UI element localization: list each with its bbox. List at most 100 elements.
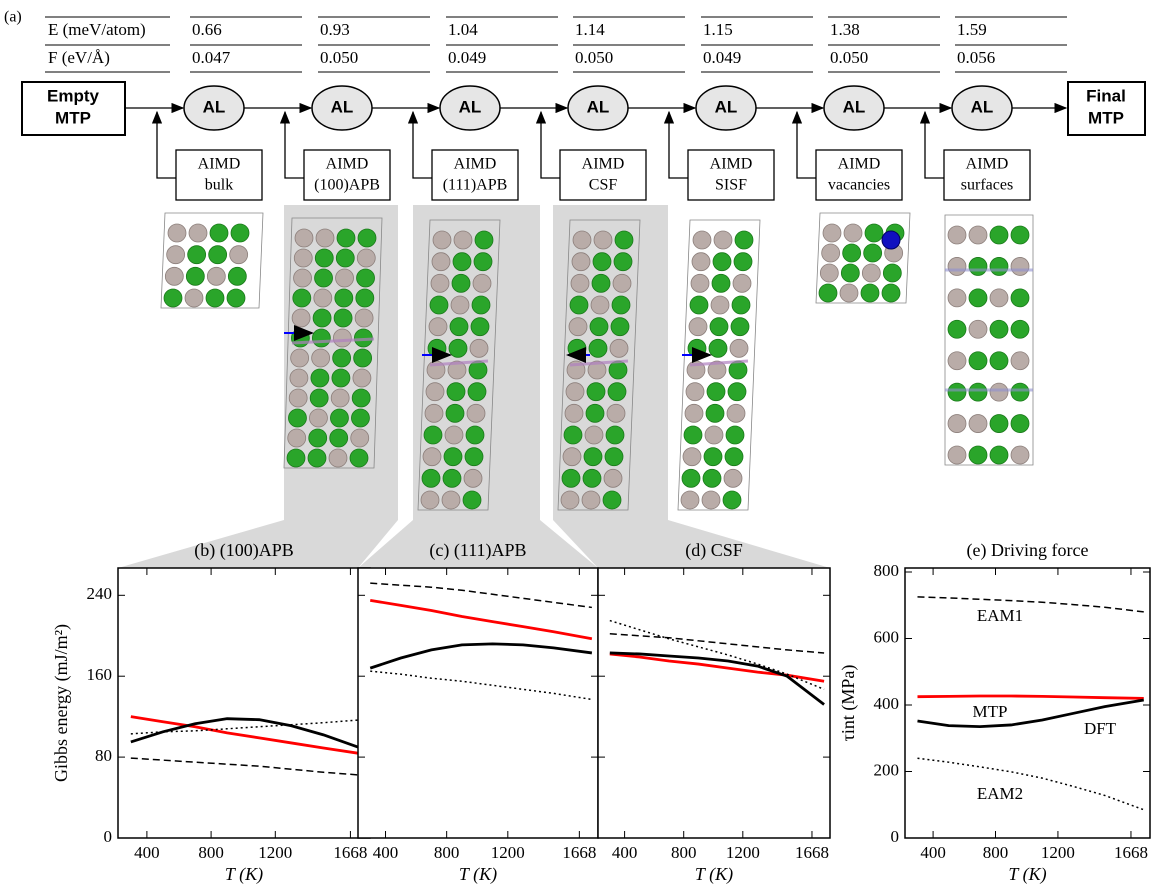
atom [615,231,633,249]
atom [731,318,749,336]
atom [710,318,728,336]
atom [691,274,709,292]
atom [686,383,704,401]
x-tick-label: 400 [373,843,399,862]
atom [569,318,587,336]
atom [295,229,313,247]
atom [357,269,375,287]
atom [331,389,349,407]
input-label: AIMD [710,156,753,173]
atom [352,389,370,407]
atom [587,383,605,401]
atom [690,296,708,314]
table-cell: 0.050 [320,48,358,67]
atom [336,269,354,287]
atom [1011,257,1029,275]
x-axis-label: T (K) [695,864,733,885]
atom [289,389,307,407]
atom [292,309,310,327]
atom [351,409,369,427]
atom [713,253,731,271]
atom [733,274,751,292]
atom [883,264,901,282]
x-tick-label: 400 [612,843,638,862]
atom [692,253,710,271]
atom [726,426,744,444]
plot-area [358,568,598,838]
series-label: EAM1 [977,606,1023,625]
input-arrow [541,112,560,178]
atom [614,253,632,271]
atom [844,224,862,242]
atom [840,284,858,302]
atom [314,289,332,307]
y-axis-label: Gibbs energy (mJ/m²) [51,624,72,782]
atom [862,264,880,282]
end-label: Final [1086,86,1126,105]
atom [724,469,742,487]
atom [164,289,182,307]
atom [466,426,484,444]
table-cell: 0.93 [320,20,350,39]
atom [990,289,1008,307]
atom [207,267,225,285]
atom [969,415,987,433]
atom [1011,226,1029,244]
input-arrow [285,112,304,178]
atom [1011,352,1029,370]
atom [702,491,720,509]
input-label: (111)APB [443,177,508,194]
atom [969,320,987,338]
atom [336,249,354,267]
atom [350,449,368,467]
atom [969,383,987,401]
atom [167,246,185,264]
table-cell: 0.050 [575,48,613,67]
table-cell: 1.04 [448,20,478,39]
x-tick-label: 800 [434,843,460,862]
atom [423,448,441,466]
series-label: DFT [1084,719,1117,738]
atom [312,349,330,367]
atom [1011,320,1029,338]
atom [571,274,589,292]
atom [351,429,369,447]
atom [732,296,750,314]
atom [228,267,246,285]
atom [447,383,465,401]
atom [315,269,333,287]
atom [333,329,351,347]
x-axis-label: T (K) [1008,864,1046,885]
atom [332,369,350,387]
atom [865,224,883,242]
atom [231,224,249,242]
atom [727,404,745,422]
input-arrow [797,112,816,178]
atom [442,491,460,509]
plot-area [118,568,370,838]
atom [706,404,724,422]
atom [709,339,727,357]
chart-title: (d) CSF [685,540,743,561]
atom [294,249,312,267]
atom [315,249,333,267]
atom [681,491,699,509]
atom [705,426,723,444]
x-tick-label: 1200 [491,843,525,862]
atom [948,352,966,370]
atom [572,253,590,271]
atom [564,426,582,444]
atom [357,249,375,267]
atom [704,448,722,466]
vacancy-atom [882,231,900,249]
x-axis-label: T (K) [459,864,497,885]
atom [689,318,707,336]
atom [185,289,203,307]
atom [948,383,966,401]
input-arrow [157,112,176,178]
y-axis-label: τint (MPa) [838,665,859,742]
atom [608,383,626,401]
atom [728,383,746,401]
atom [583,469,601,487]
start-label: MTP [55,108,91,127]
